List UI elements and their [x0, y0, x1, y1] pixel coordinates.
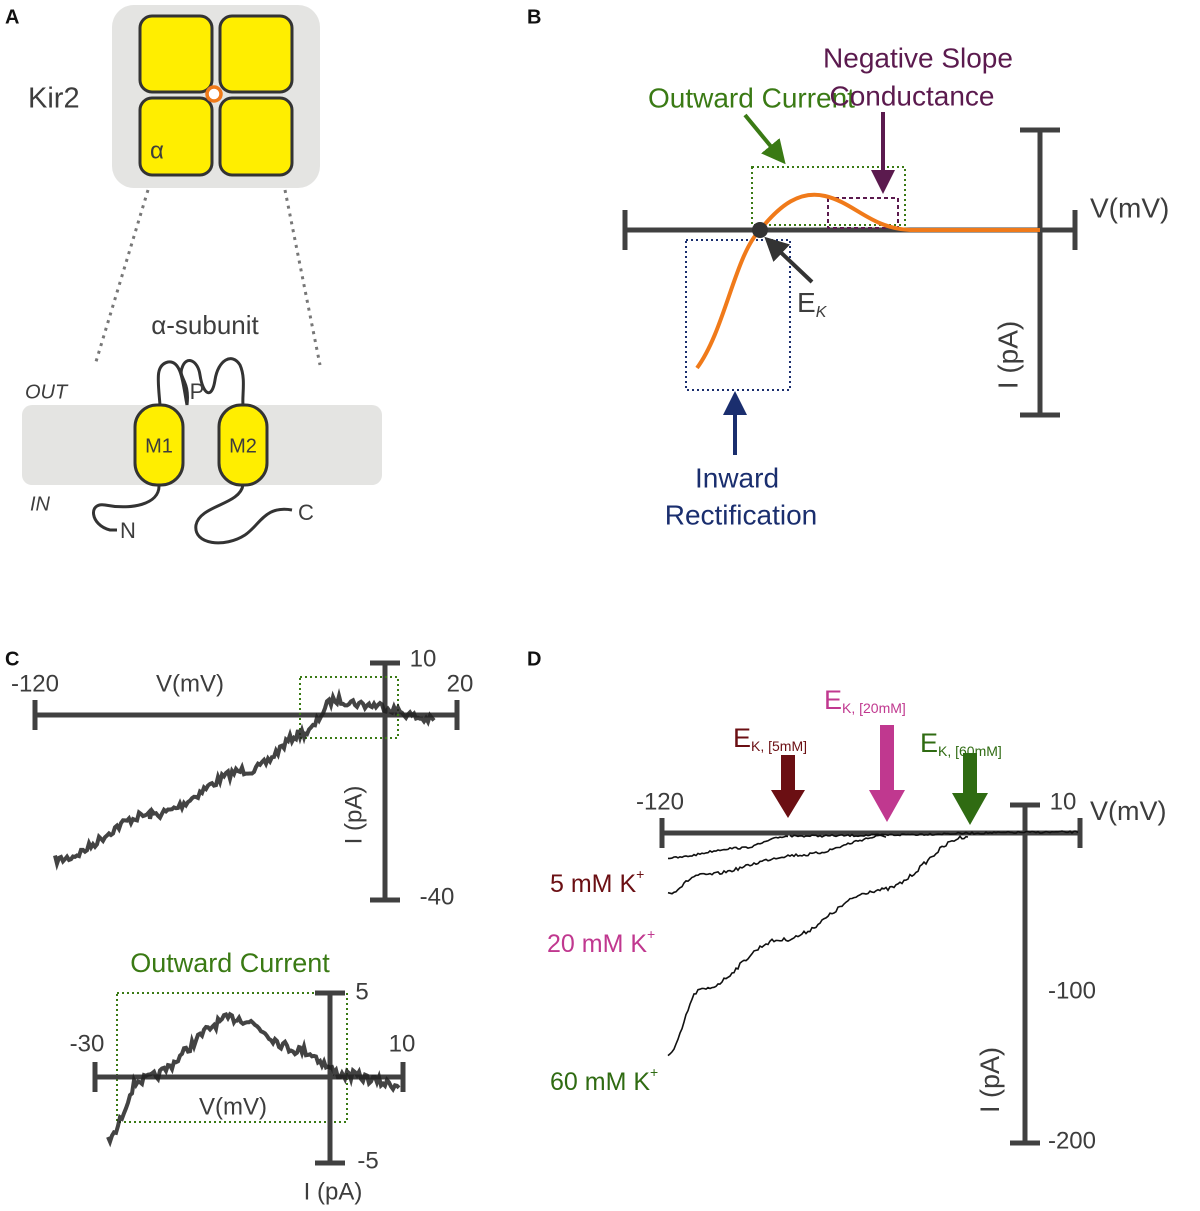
arrow — [869, 725, 905, 822]
tick-label: 10 — [389, 1030, 416, 1057]
membrane — [22, 405, 382, 485]
trace-sup: + — [650, 1064, 658, 1080]
trace — [668, 835, 789, 860]
ek-label: EK — [797, 287, 828, 321]
outward-box — [116, 992, 348, 1123]
reversal-label: EK, [5mM] — [733, 723, 807, 754]
tick-label: 10 — [410, 645, 437, 672]
arrow — [764, 236, 814, 284]
tick-label: -30 — [70, 1030, 105, 1057]
outward-label: Outward Current — [648, 82, 855, 113]
axes — [32, 660, 460, 903]
y-axis-label: I (pA) — [304, 1178, 363, 1205]
ek-main: E — [920, 728, 938, 758]
tick-label: -100 — [1048, 977, 1096, 1004]
ek-main: E — [733, 723, 751, 753]
pore-label: P — [190, 379, 205, 404]
tick-label: 5 — [355, 978, 368, 1005]
inward-label: Rectification — [665, 499, 818, 530]
trace-name: 20 mM K — [547, 930, 647, 958]
trace — [789, 830, 1079, 838]
panel-label: A — [5, 6, 19, 28]
zoom-line — [93, 189, 150, 366]
trace-name: 5 mM K — [550, 870, 636, 898]
helix — [217, 403, 269, 487]
arrow — [952, 753, 988, 825]
y-axis-label: I (pA) — [340, 786, 367, 845]
arrow — [771, 755, 805, 818]
segment-label: M1 — [145, 435, 173, 457]
n-tail — [92, 484, 161, 532]
panel-c: C -120 V(mV) 20 10 -40 I (pA) Outward Cu… — [5, 645, 473, 1205]
trace-label: 5 mM K+ — [550, 866, 644, 898]
zoom-line — [283, 189, 322, 366]
panel-label: D — [527, 648, 541, 670]
trace-label: 60 mM K+ — [550, 1064, 658, 1096]
x-axis-label: V(mV) — [1090, 192, 1169, 223]
panel-a: A Kir2 α α-subunit OUT IN M1 M2 P N C — [5, 5, 382, 545]
nsc-box — [827, 197, 899, 229]
tick-label: 10 — [1050, 788, 1077, 815]
y-axis-label: I (pA) — [975, 1047, 1005, 1113]
panel-label: B — [527, 6, 541, 28]
trace — [667, 834, 887, 895]
outward-box — [751, 166, 906, 226]
nsc-label: Conductance — [829, 80, 994, 111]
ek-sub: K, [20mM] — [842, 700, 906, 716]
trace-sup: + — [647, 926, 655, 942]
ek-sub: K, [5mM] — [751, 738, 807, 754]
channel-name: Kir2 — [28, 83, 80, 115]
subunit-mark: α — [150, 137, 164, 164]
c-tail — [194, 484, 293, 545]
trace — [667, 835, 969, 1057]
tick-label: -120 — [11, 670, 59, 697]
tick-label: -40 — [420, 883, 455, 910]
tick-label: 20 — [447, 670, 474, 697]
trace — [53, 688, 436, 871]
out-label: OUT — [25, 381, 69, 403]
inward-box — [685, 239, 791, 391]
ek-main: E — [797, 287, 816, 318]
segment-label: M2 — [229, 435, 257, 457]
iv-curve — [695, 192, 1040, 370]
subunit-title: α-subunit — [151, 310, 259, 340]
tick-label: -120 — [636, 788, 684, 815]
pore — [205, 85, 223, 103]
helix — [133, 403, 185, 487]
subunits — [138, 14, 294, 177]
reversal-label: EK, [20mM] — [824, 685, 906, 716]
panel-label: C — [5, 648, 19, 670]
nsc-label: Negative Slope — [823, 42, 1013, 73]
tick-label: -5 — [357, 1147, 378, 1174]
reversal-label: EK, [60mM] — [920, 728, 1002, 759]
reversal-point — [752, 222, 768, 238]
axes — [659, 802, 1083, 1146]
x-axis-label: V(mV) — [1090, 796, 1167, 826]
arrow — [743, 113, 786, 165]
axes — [92, 990, 406, 1166]
ek-sub: K — [816, 304, 828, 321]
terminus-label: C — [298, 500, 314, 525]
trace-name: 60 mM K — [550, 1068, 650, 1096]
trace-sup: + — [636, 866, 644, 882]
panel-d: D -120 10 V(mV) -100 -200 I (pA) EK, [5m… — [527, 648, 1167, 1154]
ek-main: E — [824, 685, 842, 715]
y-axis-label: I (pA) — [992, 321, 1023, 389]
trace — [106, 1011, 401, 1148]
panel-b: B V(mV) I (pA) Outward Current Negative … — [527, 6, 1169, 530]
x-axis-label: V(mV) — [199, 1093, 267, 1120]
pore-loop — [156, 357, 245, 406]
in-label: IN — [30, 493, 51, 515]
outward-label: Outward Current — [130, 948, 330, 978]
inward-label: Inward — [695, 462, 779, 493]
axes — [622, 127, 1078, 418]
ek-sub: K, [60mM] — [938, 743, 1002, 759]
tick-label: -200 — [1048, 1127, 1096, 1154]
x-axis-label: V(mV) — [156, 670, 224, 697]
terminus-label: N — [120, 518, 136, 543]
trace-label: 20 mM K+ — [547, 926, 655, 958]
